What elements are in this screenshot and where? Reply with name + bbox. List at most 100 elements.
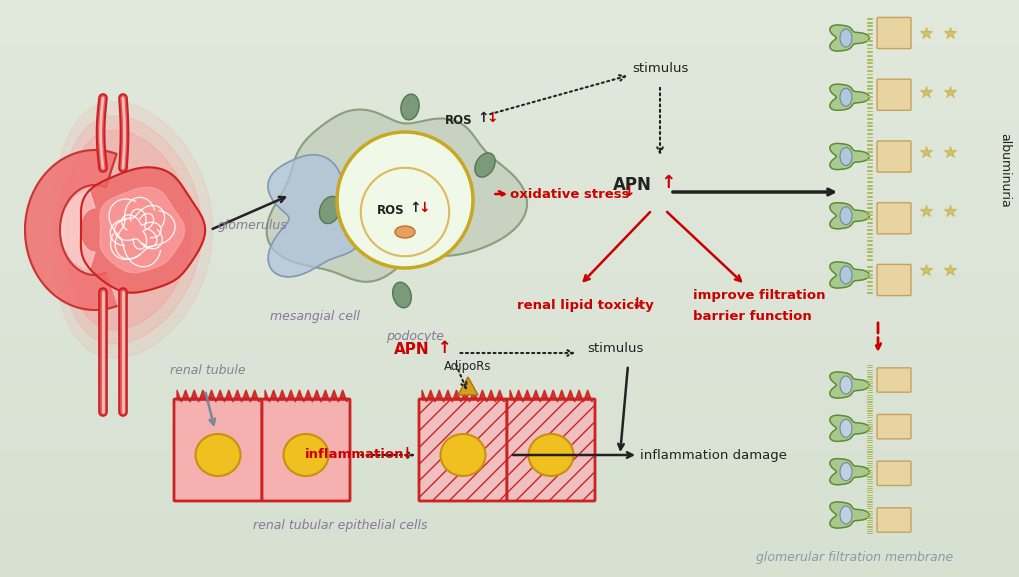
Bar [0,110,1019,115]
Ellipse shape [440,434,485,476]
Ellipse shape [840,266,851,284]
Bar [0,35,1019,40]
Text: oxidative stress: oxidative stress [510,188,629,200]
Text: APN: APN [612,176,651,194]
Text: APN: APN [394,343,430,358]
Bar [0,479,1019,485]
Polygon shape [829,144,868,170]
Polygon shape [59,116,202,344]
Bar [0,410,1019,415]
Bar [0,237,1019,242]
Bar [0,121,1019,127]
Bar [0,323,1019,329]
Bar [0,294,1019,300]
Bar [0,208,1019,213]
Text: renal tubular epithelial cells: renal tubular epithelial cells [253,519,427,531]
Bar [0,173,1019,179]
Polygon shape [62,192,95,268]
Text: renal tubule: renal tubule [170,364,246,377]
Ellipse shape [840,419,851,437]
Polygon shape [829,84,868,110]
Bar [0,127,1019,133]
Bar [0,104,1019,110]
Bar [0,508,1019,514]
Text: ROS: ROS [444,114,472,126]
Bar [0,571,1019,577]
Bar [0,288,1019,294]
Bar [0,415,1019,421]
Ellipse shape [196,434,240,476]
Bar [0,0,1019,6]
Bar [0,225,1019,231]
Ellipse shape [528,434,573,476]
Bar [0,485,1019,490]
Bar [0,433,1019,439]
Bar [0,219,1019,225]
Ellipse shape [283,434,328,476]
Text: stimulus: stimulus [631,62,688,74]
FancyBboxPatch shape [876,368,910,392]
Ellipse shape [392,282,411,308]
Polygon shape [81,167,205,293]
Text: ROS: ROS [377,204,405,216]
Text: ↑: ↑ [409,201,420,215]
Polygon shape [265,390,346,402]
Polygon shape [510,390,591,402]
Polygon shape [422,390,503,402]
Text: podocyte: podocyte [385,330,443,343]
Polygon shape [829,459,868,485]
Text: improve filtration: improve filtration [692,288,824,302]
Text: ↑: ↑ [654,174,676,192]
Bar [0,167,1019,173]
Polygon shape [829,415,868,441]
Polygon shape [100,188,184,273]
Bar [0,439,1019,444]
Bar [0,150,1019,156]
Bar [0,467,1019,473]
Ellipse shape [394,226,415,238]
Bar [0,456,1019,462]
Bar [0,179,1019,185]
Bar [0,346,1019,352]
Text: ↓: ↓ [418,201,429,215]
Ellipse shape [840,88,851,106]
Bar [0,358,1019,364]
Polygon shape [458,377,478,395]
Text: renal lipid toxicity: renal lipid toxicity [517,298,653,312]
Text: ↓: ↓ [622,185,634,200]
Bar [0,496,1019,502]
FancyBboxPatch shape [876,79,910,110]
Bar [0,369,1019,375]
Polygon shape [66,130,191,329]
Bar [0,75,1019,81]
Bar [0,398,1019,404]
Bar [0,260,1019,265]
Bar [0,340,1019,346]
Ellipse shape [840,463,851,481]
Text: inflammation damage: inflammation damage [639,448,787,462]
Bar [0,185,1019,190]
Bar [0,335,1019,340]
Bar [0,490,1019,496]
Bar [0,115,1019,121]
Bar [0,473,1019,479]
Bar [0,427,1019,433]
Ellipse shape [475,153,494,177]
Text: AdipoRs: AdipoRs [444,360,491,373]
Bar [0,133,1019,138]
Text: stimulus: stimulus [586,342,643,354]
Text: ↓: ↓ [630,295,642,310]
Bar [0,29,1019,35]
Bar [0,81,1019,87]
Bar [0,560,1019,565]
Text: mesangial cell: mesangial cell [270,310,360,323]
Bar [0,300,1019,306]
Bar [0,156,1019,162]
Bar [0,565,1019,571]
Bar [0,12,1019,17]
Bar [0,46,1019,52]
Bar [0,138,1019,144]
Bar [0,531,1019,537]
Bar [0,58,1019,63]
FancyBboxPatch shape [876,17,910,48]
